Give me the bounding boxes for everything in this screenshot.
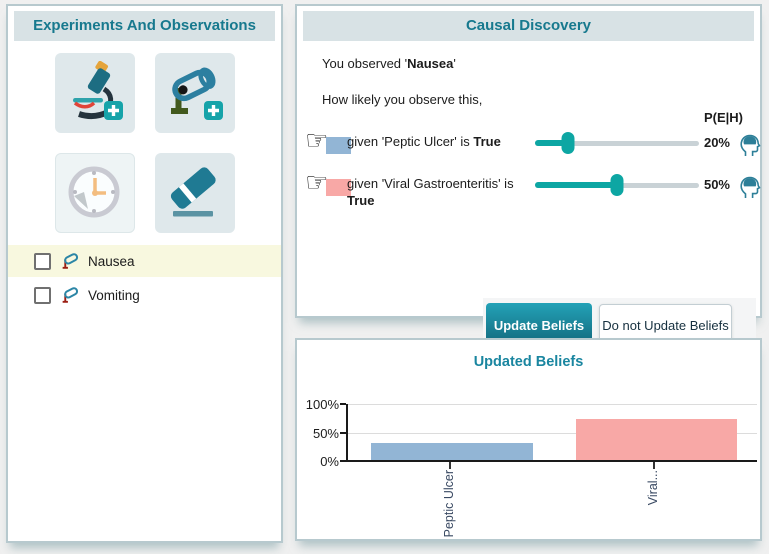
bar-peptic-ulcer (371, 443, 533, 460)
updated-beliefs-panel: Updated Beliefs 100% 50% 0% Peptic Ulcer… (295, 338, 762, 541)
observation-label: Nausea (88, 253, 135, 269)
observation-label: Vomiting (88, 287, 140, 303)
causal-discovery-panel: Causal Discovery You observed 'Nausea' H… (295, 4, 762, 356)
add-experiment-microscope-button[interactable] (54, 53, 135, 133)
nausea-checkbox[interactable] (34, 252, 51, 270)
peptic-ulcer-color-swatch (326, 137, 351, 154)
causal-discovery-title: Causal Discovery (303, 11, 754, 41)
experiments-panel: Experiments And Observations (6, 4, 283, 543)
causal-discovery-body: You observed 'Nausea' How likely you obs… (297, 46, 761, 356)
microscope-add-icon (72, 61, 123, 120)
history-clock-icon (68, 166, 119, 218)
bar-viral-gastroenteritis (576, 418, 737, 460)
viral-gastroenteritis-likelihood-value: 50% (703, 177, 730, 192)
observed-statement: You observed 'Nausea' (322, 56, 456, 71)
chart-title: Updated Beliefs (473, 354, 584, 370)
vomiting-checkbox[interactable] (34, 286, 51, 304)
gridline-50 (348, 433, 757, 434)
eraser-icon (170, 167, 216, 217)
ytick-mark (340, 403, 346, 405)
slider-fill (535, 182, 617, 188)
peptic-ulcer-likelihood-value: 20% (703, 135, 730, 150)
slider-thumb[interactable] (610, 174, 624, 196)
pointing-hand-icon: ☞ (305, 126, 329, 156)
peptic-ulcer-likelihood-slider[interactable] (535, 132, 699, 154)
camera-add-icon (170, 67, 223, 120)
mind-head-icon (736, 171, 761, 202)
xlabel-viral: Viral... (646, 470, 660, 506)
ytick-mark (340, 432, 346, 434)
toolbar-row-1 (54, 53, 235, 133)
likelihood-row-peptic-ulcer: ☞ given 'Peptic Ulcer' is True 20% (305, 128, 761, 176)
observation-row-vomiting[interactable]: Vomiting (8, 279, 281, 311)
likelihood-question: How likely you observe this, (322, 92, 483, 107)
ytick-mark (340, 460, 346, 462)
experiment-toolbar (8, 53, 281, 233)
mind-head-icon (736, 129, 761, 160)
observation-camera-icon (62, 252, 79, 269)
ytick-0: 0% (320, 454, 339, 469)
ytick-50: 50% (312, 426, 339, 441)
viral-gastroenteritis-likelihood-slider[interactable] (535, 174, 699, 196)
ytick-100: 100% (305, 397, 339, 412)
slider-thumb[interactable] (561, 132, 575, 154)
toolbar-row-2 (54, 153, 235, 233)
observed-name: Nausea (407, 56, 454, 71)
pointing-hand-icon: ☞ (305, 168, 329, 198)
given-label: given 'Viral Gastroenteritis' is True (347, 176, 514, 208)
slider-fill (535, 140, 568, 146)
observation-camera-icon (62, 286, 79, 303)
peh-column-header: P(E|H) (703, 110, 743, 125)
gridline-100 (348, 404, 757, 405)
add-observation-camera-button[interactable] (154, 53, 235, 133)
history-button[interactable] (54, 153, 135, 233)
observations-list: Nausea Vomiting (8, 245, 281, 311)
likelihood-row-viral-gastroenteritis: ☞ given 'Viral Gastroenteritis' is True … (305, 170, 761, 218)
viral-gastroenteritis-color-swatch (326, 179, 351, 196)
eraser-button[interactable] (154, 153, 235, 233)
xtick-mark (653, 462, 655, 469)
xtick-mark (449, 462, 451, 469)
given-label: given 'Peptic Ulcer' is True (347, 134, 501, 149)
experiments-panel-title: Experiments And Observations (14, 11, 275, 41)
xlabel-peptic-ulcer: Peptic Ulcer (442, 470, 456, 538)
bar-chart-plot (346, 404, 757, 462)
observation-row-nausea[interactable]: Nausea (8, 245, 281, 277)
slider-track (535, 140, 699, 146)
